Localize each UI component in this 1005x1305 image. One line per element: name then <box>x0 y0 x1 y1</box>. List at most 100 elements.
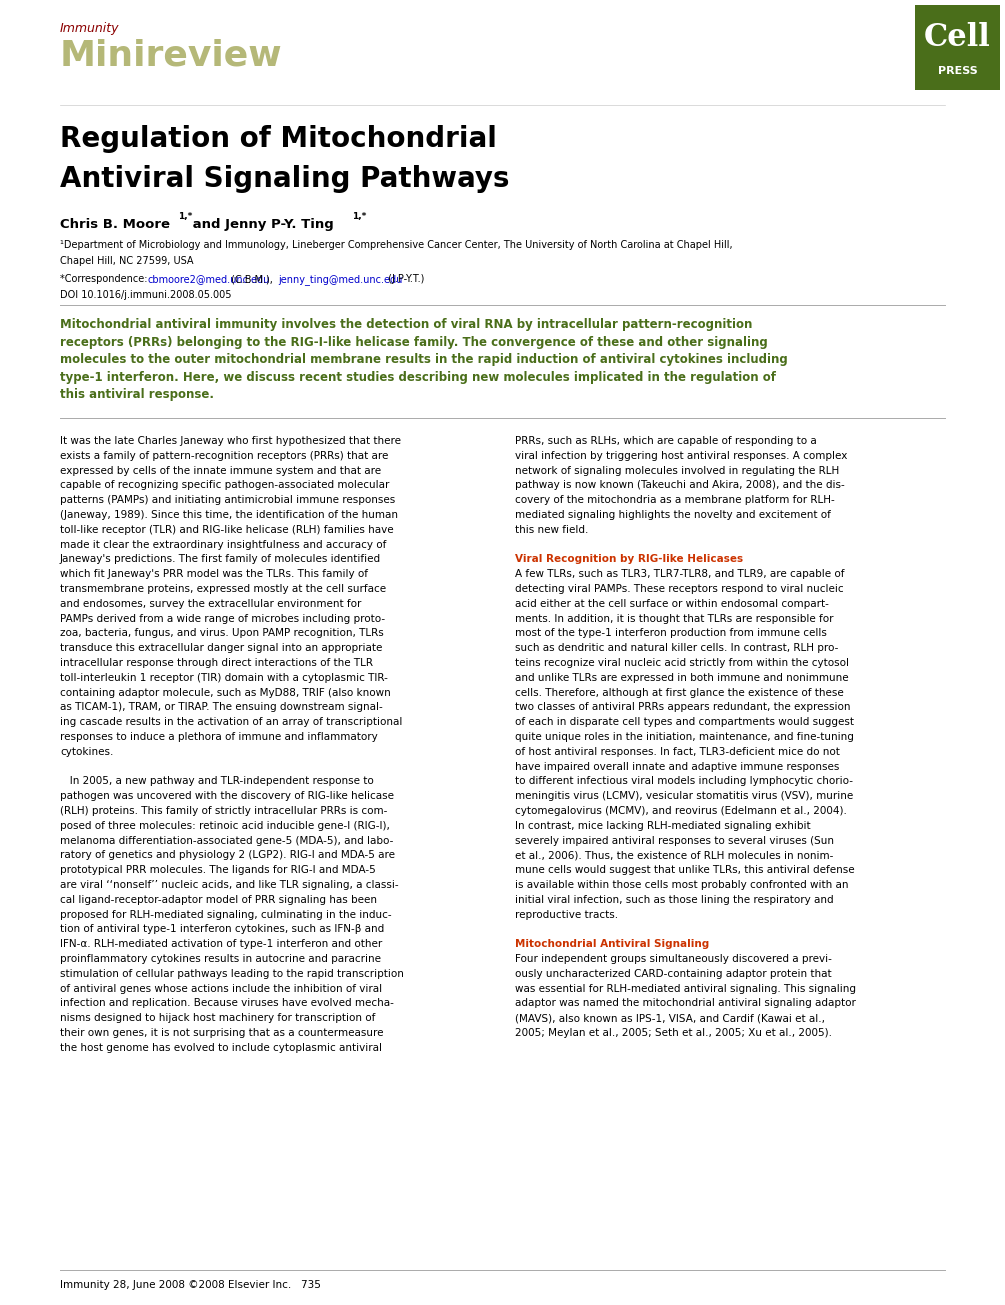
Text: (MAVS), also known as IPS-1, VISA, and Cardif (Kawai et al.,: (MAVS), also known as IPS-1, VISA, and C… <box>515 1013 825 1023</box>
Text: covery of the mitochondria as a membrane platform for RLH-: covery of the mitochondria as a membrane… <box>515 495 835 505</box>
Text: IFN-α. RLH-mediated activation of type-1 interferon and other: IFN-α. RLH-mediated activation of type-1… <box>60 940 382 949</box>
Text: cbmoore2@med.unc.edu: cbmoore2@med.unc.edu <box>148 274 270 284</box>
Text: severely impaired antiviral responses to several viruses (Sun: severely impaired antiviral responses to… <box>515 835 834 846</box>
Text: made it clear the extraordinary insightfulness and accuracy of: made it clear the extraordinary insightf… <box>60 539 386 549</box>
Text: initial viral infection, such as those lining the respiratory and: initial viral infection, such as those l… <box>515 895 833 904</box>
Text: (C.B.M.),: (C.B.M.), <box>228 274 276 284</box>
Text: two classes of antiviral PRRs appears redundant, the expression: two classes of antiviral PRRs appears re… <box>515 702 850 713</box>
Text: such as dendritic and natural killer cells. In contrast, RLH pro-: such as dendritic and natural killer cel… <box>515 643 838 654</box>
Text: of each in disparate cell types and compartments would suggest: of each in disparate cell types and comp… <box>515 718 854 727</box>
Text: (Janeway, 1989). Since this time, the identification of the human: (Janeway, 1989). Since this time, the id… <box>60 510 398 519</box>
Text: most of the type-1 interferon production from immune cells: most of the type-1 interferon production… <box>515 629 827 638</box>
Text: this new field.: this new field. <box>515 525 588 535</box>
Text: (RLH) proteins. This family of strictly intracellular PRRs is com-: (RLH) proteins. This family of strictly … <box>60 806 387 816</box>
Text: responses to induce a plethora of immune and inflammatory: responses to induce a plethora of immune… <box>60 732 378 743</box>
Text: have impaired overall innate and adaptive immune responses: have impaired overall innate and adaptiv… <box>515 762 839 771</box>
Text: which fit Janeway's PRR model was the TLRs. This family of: which fit Janeway's PRR model was the TL… <box>60 569 368 579</box>
Text: cytokines.: cytokines. <box>60 746 114 757</box>
Text: ously uncharacterized CARD-containing adaptor protein that: ously uncharacterized CARD-containing ad… <box>515 968 831 979</box>
Text: patterns (PAMPs) and initiating antimicrobial immune responses: patterns (PAMPs) and initiating antimicr… <box>60 495 395 505</box>
Text: *Correspondence:: *Correspondence: <box>60 274 151 284</box>
Text: nisms designed to hijack host machinery for transcription of: nisms designed to hijack host machinery … <box>60 1013 376 1023</box>
Text: A few TLRs, such as TLR3, TLR7-TLR8, and TLR9, are capable of: A few TLRs, such as TLR3, TLR7-TLR8, and… <box>515 569 844 579</box>
Text: viral infection by triggering host antiviral responses. A complex: viral infection by triggering host antiv… <box>515 450 847 461</box>
Text: detecting viral PAMPs. These receptors respond to viral nucleic: detecting viral PAMPs. These receptors r… <box>515 585 843 594</box>
Text: transduce this extracellular danger signal into an appropriate: transduce this extracellular danger sign… <box>60 643 382 654</box>
Text: quite unique roles in the initiation, maintenance, and fine-tuning: quite unique roles in the initiation, ma… <box>515 732 854 743</box>
Text: meningitis virus (LCMV), vesicular stomatitis virus (VSV), murine: meningitis virus (LCMV), vesicular stoma… <box>515 791 853 801</box>
Text: are viral ‘‘nonself’’ nucleic acids, and like TLR signaling, a classi-: are viral ‘‘nonself’’ nucleic acids, and… <box>60 880 399 890</box>
Text: ¹Department of Microbiology and Immunology, Lineberger Comprehensive Cancer Cent: ¹Department of Microbiology and Immunolo… <box>60 240 733 251</box>
Text: mediated signaling highlights the novelty and excitement of: mediated signaling highlights the novelt… <box>515 510 831 519</box>
Text: stimulation of cellular pathways leading to the rapid transcription: stimulation of cellular pathways leading… <box>60 968 404 979</box>
Text: et al., 2006). Thus, the existence of RLH molecules in nonim-: et al., 2006). Thus, the existence of RL… <box>515 851 833 860</box>
Text: this antiviral response.: this antiviral response. <box>60 388 214 401</box>
Text: type-1 interferon. Here, we discuss recent studies describing new molecules impl: type-1 interferon. Here, we discuss rece… <box>60 371 776 384</box>
Text: It was the late Charles Janeway who first hypothesized that there: It was the late Charles Janeway who firs… <box>60 436 401 446</box>
Text: of antiviral genes whose actions include the inhibition of viral: of antiviral genes whose actions include… <box>60 984 382 993</box>
Text: Janeway's predictions. The first family of molecules identified: Janeway's predictions. The first family … <box>60 555 381 564</box>
Text: melanoma differentiation-associated gene-5 (MDA-5), and labo-: melanoma differentiation-associated gene… <box>60 835 393 846</box>
Text: toll-interleukin 1 receptor (TIR) domain with a cytoplasmic TIR-: toll-interleukin 1 receptor (TIR) domain… <box>60 673 388 683</box>
Text: receptors (PRRs) belonging to the RIG-I-like helicase family. The convergence of: receptors (PRRs) belonging to the RIG-I-… <box>60 335 768 348</box>
Text: and endosomes, survey the extracellular environment for: and endosomes, survey the extracellular … <box>60 599 362 609</box>
Text: their own genes, it is not surprising that as a countermeasure: their own genes, it is not surprising th… <box>60 1028 384 1037</box>
Text: was essential for RLH-mediated antiviral signaling. This signaling: was essential for RLH-mediated antiviral… <box>515 984 856 993</box>
Text: expressed by cells of the innate immune system and that are: expressed by cells of the innate immune … <box>60 466 381 475</box>
Text: Mitochondrial Antiviral Signaling: Mitochondrial Antiviral Signaling <box>515 940 710 949</box>
Text: the host genome has evolved to include cytoplasmic antiviral: the host genome has evolved to include c… <box>60 1043 382 1053</box>
Text: 1,*: 1,* <box>178 211 192 221</box>
Text: cells. Therefore, although at first glance the existence of these: cells. Therefore, although at first glan… <box>515 688 844 698</box>
Text: network of signaling molecules involved in regulating the RLH: network of signaling molecules involved … <box>515 466 839 475</box>
Text: Chris B. Moore: Chris B. Moore <box>60 218 170 231</box>
Text: posed of three molecules: retinoic acid inducible gene-I (RIG-I),: posed of three molecules: retinoic acid … <box>60 821 390 831</box>
Text: transmembrane proteins, expressed mostly at the cell surface: transmembrane proteins, expressed mostly… <box>60 585 386 594</box>
Text: of host antiviral responses. In fact, TLR3-deficient mice do not: of host antiviral responses. In fact, TL… <box>515 746 840 757</box>
Text: proinflammatory cytokines results in autocrine and paracrine: proinflammatory cytokines results in aut… <box>60 954 381 964</box>
Text: pathogen was uncovered with the discovery of RIG-like helicase: pathogen was uncovered with the discover… <box>60 791 394 801</box>
Text: mune cells would suggest that unlike TLRs, this antiviral defense: mune cells would suggest that unlike TLR… <box>515 865 854 876</box>
Text: toll-like receptor (TLR) and RIG-like helicase (RLH) families have: toll-like receptor (TLR) and RIG-like he… <box>60 525 394 535</box>
Text: and Jenny P-Y. Ting: and Jenny P-Y. Ting <box>188 218 334 231</box>
Text: acid either at the cell surface or within endosomal compart-: acid either at the cell surface or withi… <box>515 599 829 609</box>
Text: ing cascade results in the activation of an array of transcriptional: ing cascade results in the activation of… <box>60 718 402 727</box>
Text: In contrast, mice lacking RLH-mediated signaling exhibit: In contrast, mice lacking RLH-mediated s… <box>515 821 811 831</box>
Text: cal ligand-receptor-adaptor model of PRR signaling has been: cal ligand-receptor-adaptor model of PRR… <box>60 895 377 904</box>
Text: Immunity 28, June 2008 ©2008 Elsevier Inc.   735: Immunity 28, June 2008 ©2008 Elsevier In… <box>60 1280 321 1291</box>
Text: Chapel Hill, NC 27599, USA: Chapel Hill, NC 27599, USA <box>60 256 194 266</box>
Text: Minireview: Minireview <box>60 38 282 72</box>
Text: infection and replication. Because viruses have evolved mecha-: infection and replication. Because virus… <box>60 998 394 1009</box>
Text: capable of recognizing specific pathogen-associated molecular: capable of recognizing specific pathogen… <box>60 480 389 491</box>
Text: molecules to the outer mitochondrial membrane results in the rapid induction of : molecules to the outer mitochondrial mem… <box>60 352 788 365</box>
Text: Four independent groups simultaneously discovered a previ-: Four independent groups simultaneously d… <box>515 954 832 964</box>
Text: intracellular response through direct interactions of the TLR: intracellular response through direct in… <box>60 658 373 668</box>
Text: PRRs, such as RLHs, which are capable of responding to a: PRRs, such as RLHs, which are capable of… <box>515 436 817 446</box>
Text: Viral Recognition by RIG-like Helicases: Viral Recognition by RIG-like Helicases <box>515 555 743 564</box>
Text: to different infectious viral models including lymphocytic chorio-: to different infectious viral models inc… <box>515 776 853 787</box>
FancyBboxPatch shape <box>915 5 1000 90</box>
Text: proposed for RLH-mediated signaling, culminating in the induc-: proposed for RLH-mediated signaling, cul… <box>60 910 392 920</box>
Text: In 2005, a new pathway and TLR-independent response to: In 2005, a new pathway and TLR-independe… <box>60 776 374 787</box>
Text: 1,*: 1,* <box>352 211 367 221</box>
Text: Cell: Cell <box>925 22 991 52</box>
Text: 2005; Meylan et al., 2005; Seth et al., 2005; Xu et al., 2005).: 2005; Meylan et al., 2005; Seth et al., … <box>515 1028 832 1037</box>
Text: exists a family of pattern-recognition receptors (PRRs) that are: exists a family of pattern-recognition r… <box>60 450 388 461</box>
Text: reproductive tracts.: reproductive tracts. <box>515 910 618 920</box>
Text: containing adaptor molecule, such as MyD88, TRIF (also known: containing adaptor molecule, such as MyD… <box>60 688 391 698</box>
Text: (J.P-Y.T.): (J.P-Y.T.) <box>385 274 424 284</box>
Text: jenny_ting@med.unc.edu: jenny_ting@med.unc.edu <box>278 274 402 284</box>
Text: DOI 10.1016/j.immuni.2008.05.005: DOI 10.1016/j.immuni.2008.05.005 <box>60 290 231 300</box>
Text: tion of antiviral type-1 interferon cytokines, such as IFN-β and: tion of antiviral type-1 interferon cyto… <box>60 924 384 934</box>
Text: cytomegalovirus (MCMV), and reovirus (Edelmann et al., 2004).: cytomegalovirus (MCMV), and reovirus (Ed… <box>515 806 847 816</box>
Text: PAMPs derived from a wide range of microbes including proto-: PAMPs derived from a wide range of micro… <box>60 613 385 624</box>
Text: ratory of genetics and physiology 2 (LGP2). RIG-I and MDA-5 are: ratory of genetics and physiology 2 (LGP… <box>60 851 395 860</box>
Text: is available within those cells most probably confronted with an: is available within those cells most pro… <box>515 880 848 890</box>
Text: PRESS: PRESS <box>938 67 978 76</box>
Text: Immunity: Immunity <box>60 22 120 35</box>
Text: prototypical PRR molecules. The ligands for RIG-I and MDA-5: prototypical PRR molecules. The ligands … <box>60 865 376 876</box>
Text: Antiviral Signaling Pathways: Antiviral Signaling Pathways <box>60 164 510 193</box>
Text: Mitochondrial antiviral immunity involves the detection of viral RNA by intracel: Mitochondrial antiviral immunity involve… <box>60 318 753 331</box>
Text: as TICAM-1), TRAM, or TIRAP. The ensuing downstream signal-: as TICAM-1), TRAM, or TIRAP. The ensuing… <box>60 702 383 713</box>
Text: pathway is now known (Takeuchi and Akira, 2008), and the dis-: pathway is now known (Takeuchi and Akira… <box>515 480 845 491</box>
Text: and unlike TLRs are expressed in both immune and nonimmune: and unlike TLRs are expressed in both im… <box>515 673 848 683</box>
